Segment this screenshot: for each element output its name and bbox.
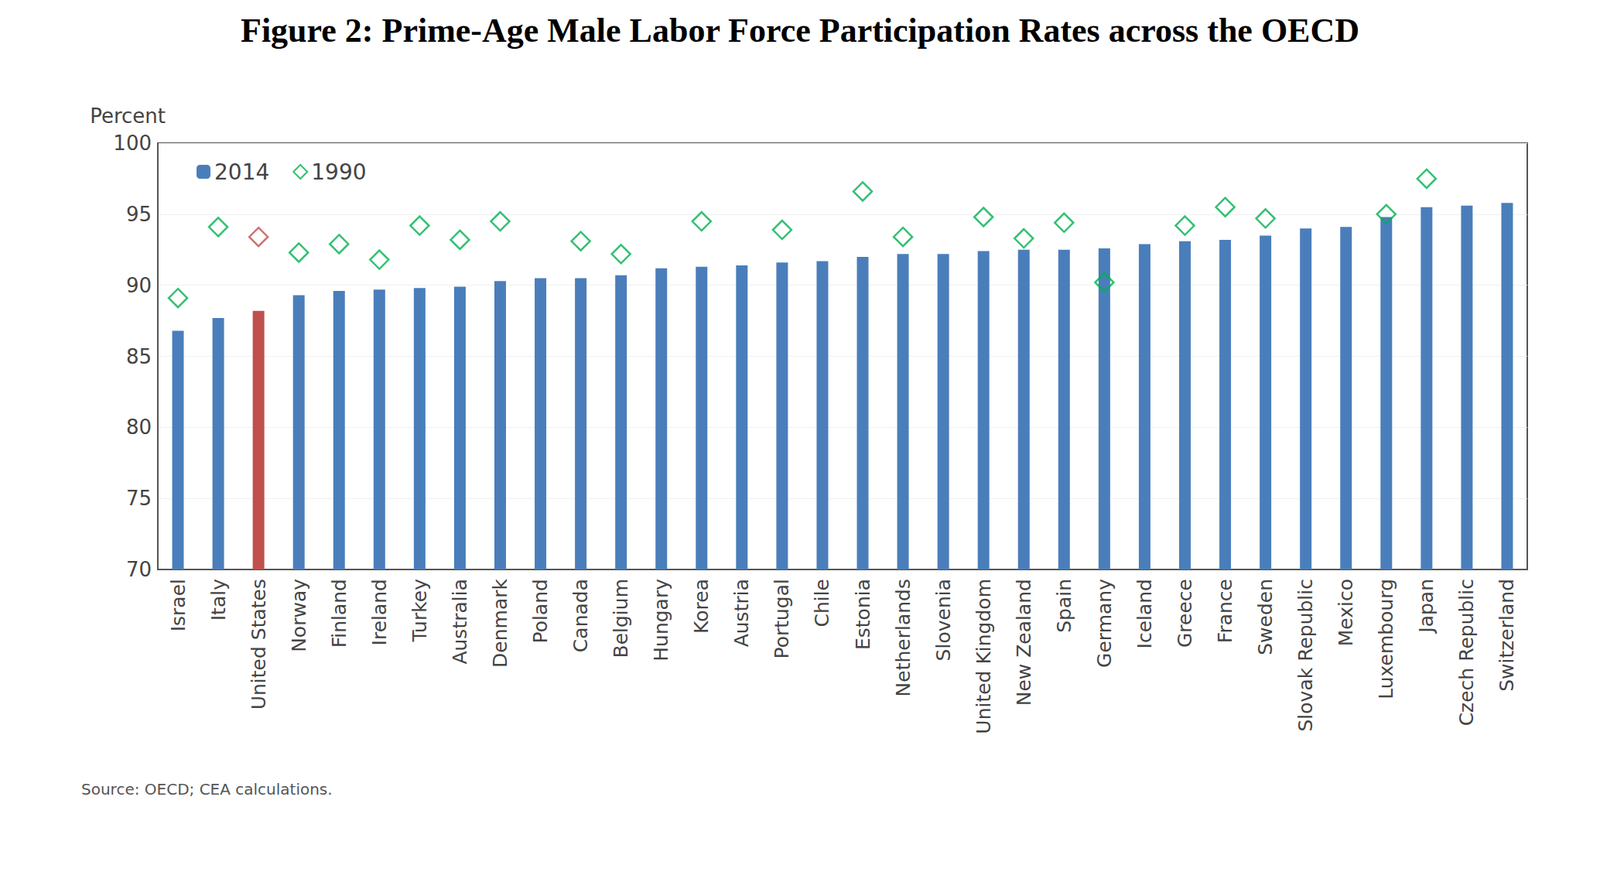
svg-text:70: 70 — [126, 557, 152, 582]
svg-text:Denmark: Denmark — [488, 577, 512, 667]
svg-text:Austria: Austria — [730, 578, 753, 647]
svg-text:France: France — [1213, 578, 1237, 643]
svg-text:Canada: Canada — [569, 578, 592, 653]
svg-text:Turkey: Turkey — [408, 578, 431, 643]
svg-text:Switzerland: Switzerland — [1495, 578, 1518, 692]
svg-text:Mexico: Mexico — [1334, 578, 1358, 647]
svg-text:Hungary: Hungary — [649, 578, 673, 662]
svg-text:Estonia: Estonia — [851, 578, 875, 650]
svg-text:85: 85 — [126, 345, 152, 369]
svg-text:80: 80 — [126, 415, 152, 439]
svg-text:Sweden: Sweden — [1254, 578, 1277, 656]
svg-text:95: 95 — [126, 202, 152, 226]
svg-text:Portugal: Portugal — [770, 578, 794, 660]
svg-text:Luxembourg: Luxembourg — [1374, 578, 1398, 700]
svg-text:2014: 2014 — [214, 159, 270, 185]
svg-text:1990: 1990 — [311, 159, 366, 185]
svg-text:United Kingdom: United Kingdom — [972, 578, 995, 735]
svg-text:Italy: Italy — [207, 578, 230, 621]
svg-text:Korea: Korea — [690, 578, 713, 634]
svg-text:Poland: Poland — [529, 578, 552, 643]
svg-text:Chile: Chile — [810, 578, 834, 628]
svg-text:Belgium: Belgium — [609, 578, 633, 659]
svg-text:Israel: Israel — [167, 578, 190, 632]
svg-text:Ireland: Ireland — [368, 578, 391, 646]
svg-text:Australia: Australia — [448, 578, 472, 665]
svg-text:75: 75 — [126, 486, 152, 510]
svg-text:Source: OECD; CEA calculations: Source: OECD; CEA calculations. — [81, 779, 333, 799]
svg-text:Japan: Japan — [1415, 578, 1438, 635]
svg-text:United States: United States — [247, 578, 271, 710]
svg-text:Germany: Germany — [1093, 578, 1116, 668]
svg-text:Slovak Republic: Slovak Republic — [1294, 578, 1317, 732]
svg-text:90: 90 — [126, 273, 152, 298]
svg-text:Netherlands: Netherlands — [892, 578, 915, 697]
svg-text:Spain: Spain — [1052, 578, 1076, 633]
svg-text:New Zealand: New Zealand — [1012, 578, 1036, 706]
svg-text:Czech Republic: Czech Republic — [1455, 578, 1478, 726]
svg-text:Figure 2: Prime-Age Male Labor: Figure 2: Prime-Age Male Labor Force Par… — [240, 11, 1360, 50]
svg-text:100: 100 — [112, 131, 152, 155]
svg-text:Finland: Finland — [328, 578, 351, 648]
svg-text:Percent: Percent — [89, 104, 166, 128]
svg-text:Norway: Norway — [287, 578, 311, 653]
svg-text:Slovenia: Slovenia — [932, 578, 955, 661]
svg-text:Iceland: Iceland — [1133, 578, 1156, 649]
svg-text:Greece: Greece — [1173, 578, 1197, 648]
